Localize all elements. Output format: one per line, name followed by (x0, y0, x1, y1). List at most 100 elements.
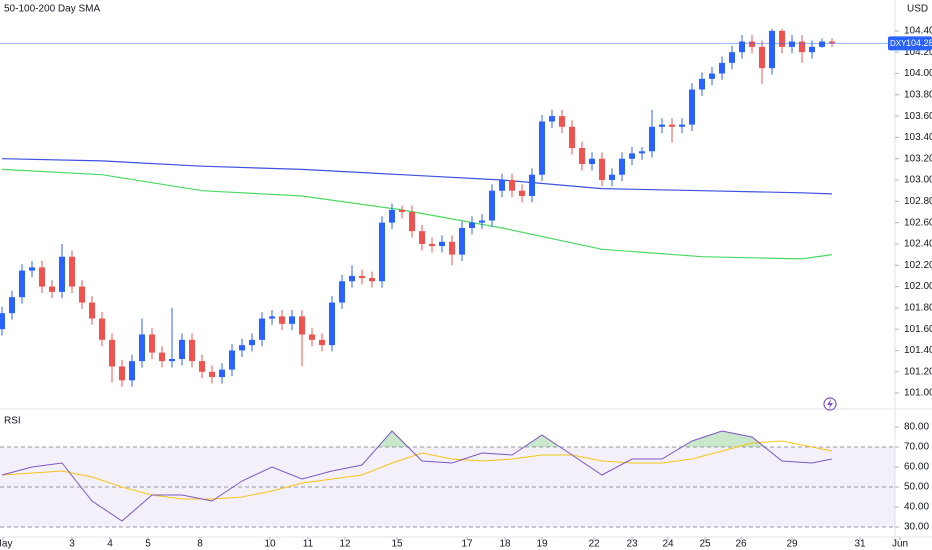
x-tick-label: 3 (69, 539, 75, 550)
y-tick-label: 102.600 (904, 217, 932, 228)
y-tick-label: 101.800 (904, 303, 932, 314)
candle-body (589, 158, 595, 165)
rsi-y-tick-label: 30.00 (904, 522, 929, 533)
candle-body (349, 275, 355, 282)
candle-body (509, 180, 515, 191)
candle-body (309, 334, 315, 340)
candle-body (109, 339, 115, 367)
candle-body (29, 267, 35, 271)
candle-body (169, 358, 175, 362)
x-tick-label: 31 (854, 539, 866, 550)
candle-body (99, 318, 105, 340)
candle-body (179, 339, 185, 359)
candle-body (159, 352, 165, 362)
rsi-y-tick-label: 50.00 (904, 482, 929, 493)
candle-body (529, 174, 535, 197)
alert-icon[interactable] (823, 397, 837, 411)
y-tick-label: 101.000 (904, 388, 932, 399)
candle-body (189, 339, 195, 362)
x-tick-label: 11 (303, 539, 314, 550)
x-tick-label: 24 (662, 539, 674, 550)
candle-body (769, 30, 775, 69)
x-tick-label: 17 (461, 539, 473, 550)
candle-body (729, 52, 735, 63)
candle-body (489, 190, 495, 221)
candle-body (379, 222, 385, 282)
candle-body (609, 174, 615, 181)
candle-body (499, 180, 505, 191)
y-tick-label: 103.200 (904, 153, 932, 164)
x-tick-label: 25 (699, 539, 711, 550)
candle-body (369, 278, 375, 282)
candle-body (679, 124, 685, 127)
y-tick-label: 102.000 (904, 281, 932, 292)
candle-body (799, 41, 805, 53)
candle-body (739, 41, 745, 53)
last-price-box (888, 36, 932, 51)
rsi-y-tick-label: 60.00 (904, 462, 929, 473)
candle-body (219, 369, 225, 378)
x-tick-label: 4 (107, 539, 113, 550)
rsi-line (1, 430, 833, 522)
candle-body (449, 241, 455, 255)
x-tick-label: 18 (499, 539, 511, 550)
candle-body (79, 286, 85, 303)
candle-body (399, 209, 405, 212)
x-tick-label: 22 (588, 539, 600, 550)
rsi-ma-line (1, 440, 833, 500)
x-tick-label: 19 (536, 539, 548, 550)
x-tick-label: 26 (735, 539, 747, 550)
x-tick-label: Jun (892, 539, 908, 550)
symbol-label: DXY (890, 39, 907, 48)
candle-body (129, 361, 135, 381)
candle-body (629, 153, 635, 159)
y-tick-label: 103.800 (904, 89, 932, 100)
y-tick-label: 103.000 (904, 175, 932, 186)
candle-body (519, 190, 525, 197)
candle-body (829, 41, 835, 44)
candle-body (429, 243, 435, 247)
candle-body (389, 209, 395, 223)
y-tick-label: 104.000 (904, 68, 932, 79)
candle-body (559, 116, 565, 127)
candle-body (569, 126, 575, 149)
candle-body (819, 41, 825, 47)
candle-body (439, 241, 445, 247)
y-tick-label: 101.600 (904, 324, 932, 335)
y-tick-label: 103.600 (904, 111, 932, 122)
candle-body (469, 222, 475, 228)
candle-body (699, 78, 705, 90)
candle-body (259, 318, 265, 340)
x-tick-label: 8 (197, 539, 203, 550)
candle-body (459, 227, 465, 255)
x-tick-label: 5 (145, 539, 151, 550)
rsi-y-tick-label: 70.00 (904, 442, 929, 453)
y-tick-label: 102.400 (904, 239, 932, 250)
y-tick-label: 103.400 (904, 132, 932, 143)
x-tick-label: 10 (264, 539, 276, 550)
candle-body (339, 281, 345, 303)
currency-label: USD (907, 4, 928, 15)
candle-body (709, 73, 715, 79)
candle-body (89, 302, 95, 319)
rsi-y-tick-label: 80.00 (904, 422, 929, 433)
candle-body (319, 339, 325, 346)
candle-body (639, 151, 645, 154)
rsi-title: RSI (4, 416, 21, 427)
y-tick-label: 101.200 (904, 366, 932, 377)
candle-body (59, 256, 65, 292)
rsi-y-tick-label: 40.00 (904, 502, 929, 513)
candle-body (139, 334, 145, 362)
candle-body (479, 220, 485, 223)
legend-label: 50-100-200 Day SMA (4, 4, 100, 15)
candle-body (549, 116, 555, 122)
y-tick-label: 102.800 (904, 196, 932, 207)
candle-body (689, 89, 695, 125)
candle-body (359, 275, 365, 279)
candle-body (299, 316, 305, 335)
candle-body (0, 313, 5, 330)
candle-body (199, 361, 205, 372)
candle-body (619, 158, 625, 175)
candle-body (149, 334, 155, 353)
